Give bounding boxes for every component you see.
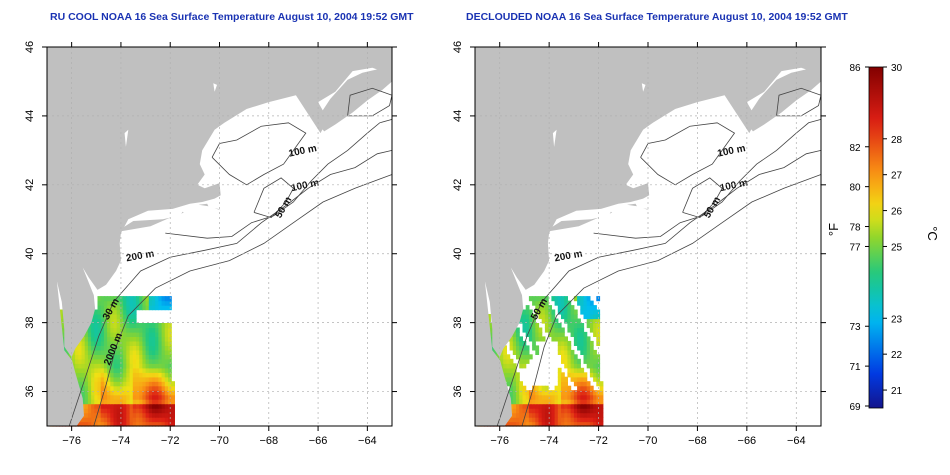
bathymetry-contour (253, 177, 294, 219)
celsius-label: 25 (891, 242, 903, 253)
colorbar-gradient (868, 66, 884, 409)
longitude-tick-label: −76 (490, 435, 509, 447)
latitude-tick-label: 38 (24, 317, 36, 329)
latitude-tick-label: 44 (24, 110, 36, 122)
celsius-label: 22 (891, 350, 903, 361)
island-land (609, 211, 613, 214)
bathymetry-contour (682, 177, 723, 219)
fahrenheit-label: 82 (849, 143, 861, 154)
right-panel-title: DECLOUDED NOAA 16 Sea Surface Temperatur… (466, 11, 848, 23)
longitude-tick-label: −64 (787, 435, 806, 447)
latitude-tick-label: 46 (24, 41, 36, 53)
longitude-tick-label: −64 (358, 435, 377, 447)
lake (552, 129, 557, 147)
left-panel-title: RU COOL NOAA 16 Sea Surface Temperature … (50, 11, 414, 23)
bathymetry-contour (93, 174, 393, 427)
latitude-tick-label: 40 (452, 248, 464, 260)
lake (641, 83, 646, 92)
contour-label: 200 m (125, 249, 155, 265)
fahrenheit-label: 80 (849, 183, 861, 194)
bathymetry-contour (521, 174, 822, 427)
latitude-tick-label: 40 (24, 248, 36, 260)
land-mass (475, 47, 821, 426)
fahrenheit-axis-label: °F (826, 223, 841, 236)
nova-scotia-land (315, 67, 392, 132)
temperature-colorbar: 30 28 27 26 25 23 22 21 86 82 80 78 77 73 71 69 °F °C (826, 63, 940, 413)
longitude-tick-label: −70 (639, 435, 658, 447)
island-land (627, 203, 637, 207)
latitude-tick-label: 42 (24, 179, 36, 191)
fahrenheit-label: 77 (849, 242, 861, 253)
bathymetry-contour (68, 150, 393, 427)
fahrenheit-label: 73 (849, 322, 861, 333)
longitude-tick-label: −66 (309, 435, 328, 447)
longitude-tick-label: −74 (112, 435, 131, 447)
celsius-label: 27 (891, 171, 903, 182)
latitude-tick-label: 38 (452, 317, 464, 329)
bathymetry-contour (165, 119, 393, 239)
latitude-tick-label: 36 (452, 385, 464, 397)
island-land (181, 211, 184, 214)
contour-label: 200 m (554, 249, 584, 265)
land-mass (47, 47, 392, 426)
island-land (198, 203, 209, 207)
lake (124, 129, 129, 147)
lake (213, 83, 217, 92)
longitude-tick-label: −68 (688, 435, 707, 447)
longitude-tick-label: −66 (738, 435, 757, 447)
celsius-axis-label: °C (925, 226, 940, 241)
fahrenheit-label: 78 (849, 223, 861, 234)
celsius-label: 21 (891, 386, 903, 397)
nova-scotia-land (744, 67, 821, 132)
long-island-land (120, 217, 171, 232)
fahrenheit-label: 69 (849, 402, 861, 413)
bathymetry-contour (211, 122, 307, 186)
celsius-label: 23 (891, 314, 903, 325)
latitude-tick-label: 44 (452, 110, 464, 122)
bathymetry-contour (593, 119, 822, 239)
celsius-label: 30 (891, 63, 903, 74)
longitude-tick-label: −72 (161, 435, 180, 447)
bathymetry-contour (640, 122, 736, 186)
bathymetry-contour (496, 150, 822, 427)
latitude-tick-label: 42 (452, 179, 464, 191)
island-land (643, 208, 650, 211)
fahrenheit-label: 71 (849, 362, 861, 373)
fahrenheit-label: 86 (849, 63, 861, 74)
latitude-tick-label: 36 (24, 385, 36, 397)
longitude-tick-label: −76 (62, 435, 81, 447)
long-island-land (549, 217, 599, 232)
celsius-label: 26 (891, 207, 903, 218)
longitude-tick-label: −74 (540, 435, 559, 447)
celsius-label: 28 (891, 135, 903, 146)
longitude-tick-label: −70 (210, 435, 229, 447)
latitude-tick-label: 46 (452, 41, 464, 53)
longitude-tick-label: −72 (589, 435, 608, 447)
island-land (214, 208, 221, 211)
sst-data-layer (477, 296, 604, 427)
longitude-tick-label: −68 (259, 435, 278, 447)
